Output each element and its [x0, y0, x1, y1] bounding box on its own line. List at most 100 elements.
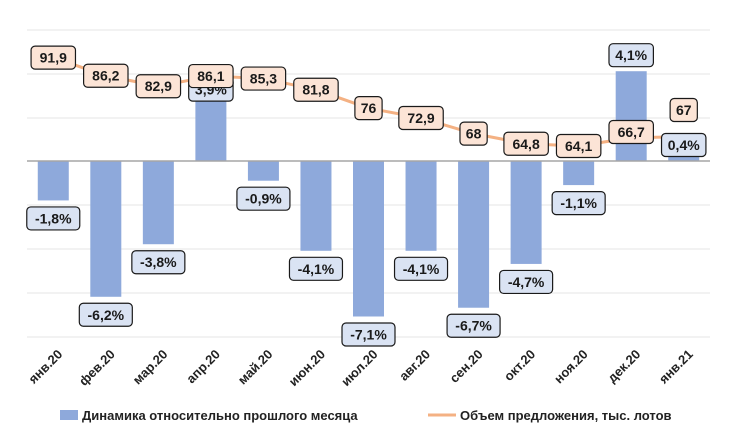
bar-label-7-box — [393, 256, 449, 281]
bar-11 — [615, 71, 647, 161]
line-label-9: 64,8 — [503, 131, 549, 156]
line-label-9-box — [503, 131, 549, 156]
bar-2 — [142, 161, 174, 245]
line-label-12: 67 — [669, 97, 698, 123]
bar-label-4: -0,9% — [236, 186, 291, 211]
bar-label-10: -1,1% — [551, 190, 606, 216]
line-label-7-box — [398, 105, 444, 131]
line-label-4: 85,3 — [240, 66, 287, 91]
bar-label-8-text: -6,7% — [455, 318, 492, 334]
line-label-11-box — [608, 119, 654, 145]
legend-bar-swatch — [60, 410, 78, 420]
line-label-10: 64,1 — [555, 133, 602, 159]
x-tick-2: мар.20 — [130, 347, 171, 388]
bar-1 — [90, 161, 122, 297]
x-axis-ticks: янв.20 фев.20 мар.20 апр.20 май.20 июн.20 июл.… — [25, 347, 695, 390]
line-label-1-box — [83, 63, 129, 88]
legend-bar-label: Динамика относительно прошлого месяца — [82, 408, 358, 423]
bar-label-1-box — [78, 302, 133, 327]
bar-0 — [37, 161, 69, 201]
bar-label-5-text: -4,1% — [298, 261, 335, 277]
x-tick-11: дек.20 — [604, 347, 643, 386]
bar-label-11-box — [608, 43, 654, 68]
line-label-2-box — [135, 74, 182, 99]
line-label-6-text: 76 — [361, 100, 377, 116]
bar-label-12-box — [660, 132, 707, 158]
line-label-6: 76 — [354, 96, 383, 121]
bar-label-12-text: 0,4% — [668, 137, 700, 153]
line-label-11: 66,7 — [608, 119, 654, 145]
line-label-6-box — [354, 96, 383, 121]
bar-label-2-box — [131, 250, 186, 275]
x-tick-0: янв.20 — [25, 347, 65, 387]
x-tick-3: апр.20 — [183, 347, 223, 387]
x-tick-4: май.20 — [235, 347, 276, 388]
bar-label-2: -3,8% — [131, 250, 186, 275]
line-data-labels: 91,9 86,2 82,9 86,1 85,3 81,8 76 72,9 68 64,8 64,1… — [30, 45, 698, 159]
bar-label-12: 0,4% — [660, 132, 707, 158]
line-label-4-box — [240, 66, 287, 91]
bar-label-6-text: -7,1% — [350, 326, 387, 342]
bar-label-0-text: -1,8% — [35, 210, 72, 226]
line-label-12-box — [669, 97, 698, 123]
bar-5 — [300, 161, 332, 251]
bar-label-11-text: 4,1% — [615, 47, 647, 63]
line-label-0-text: 91,9 — [40, 50, 67, 66]
bar-label-4-text: -0,9% — [245, 191, 282, 207]
line-label-8-box — [459, 121, 488, 146]
bar-label-7: -4,1% — [393, 256, 449, 281]
bar-label-4-box — [236, 186, 291, 211]
bar-4 — [247, 161, 279, 181]
line-label-11-text: 66,7 — [618, 124, 645, 140]
line-label-3-text: 86,1 — [197, 68, 224, 84]
line-label-5-box — [293, 77, 339, 102]
x-tick-5: июн.20 — [286, 347, 328, 389]
bar-label-6-box — [341, 322, 396, 347]
bar-label-9-box — [499, 269, 554, 295]
bar-label-9-text: -4,7% — [508, 274, 545, 290]
x-tick-6: июл.20 — [338, 347, 381, 390]
bar-label-10-box — [551, 190, 606, 216]
bar-label-0-box — [26, 206, 81, 231]
bar-series — [37, 71, 700, 317]
line-label-10-text: 64,1 — [565, 138, 592, 154]
line-label-2-text: 82,9 — [145, 78, 172, 94]
line-label-5-text: 81,8 — [302, 82, 329, 98]
line-label-5: 81,8 — [293, 77, 339, 102]
x-tick-8: сен.20 — [447, 347, 486, 386]
line-label-4-text: 85,3 — [250, 71, 277, 87]
bar-label-8: -6,7% — [446, 313, 501, 338]
line-label-1: 86,2 — [83, 63, 129, 88]
bar-label-9: -4,7% — [499, 269, 554, 295]
x-tick-7: авг.20 — [396, 347, 433, 384]
line-label-9-text: 64,8 — [512, 136, 539, 152]
x-tick-9: окт.20 — [501, 347, 538, 384]
line-label-3-box — [188, 63, 234, 89]
line-label-3: 86,1 — [188, 63, 234, 89]
line-label-10-box — [555, 133, 602, 159]
bar-label-6: -7,1% — [341, 322, 396, 347]
bar-7 — [405, 161, 437, 251]
bar-label-8-box — [446, 313, 501, 338]
x-tick-1: фев.20 — [76, 347, 118, 389]
bar-label-11: 4,1% — [608, 43, 654, 68]
bar-label-5: -4,1% — [288, 256, 344, 281]
line-label-7: 72,9 — [398, 105, 444, 131]
legend: Динамика относительно прошлого месяца Об… — [60, 408, 672, 423]
bar-label-0: -1,8% — [26, 206, 81, 231]
bar-label-5-box — [288, 256, 344, 281]
x-tick-12: янв.21 — [656, 347, 696, 387]
legend-line-label: Объем предложения, тыс. лотов — [460, 408, 672, 423]
bar-label-2-text: -3,8% — [140, 254, 177, 270]
bar-label-1: -6,2% — [78, 302, 133, 327]
line-label-8-text: 68 — [466, 126, 482, 142]
bar-9 — [510, 161, 542, 264]
bar-8 — [458, 161, 490, 308]
bar-label-7-text: -4,1% — [403, 261, 440, 277]
bar-label-10-text: -1,1% — [560, 195, 597, 211]
line-label-12-text: 67 — [676, 102, 692, 118]
line-label-8: 68 — [459, 121, 488, 146]
line-label-1-text: 86,2 — [92, 68, 119, 84]
line-label-7-text: 72,9 — [407, 110, 434, 126]
